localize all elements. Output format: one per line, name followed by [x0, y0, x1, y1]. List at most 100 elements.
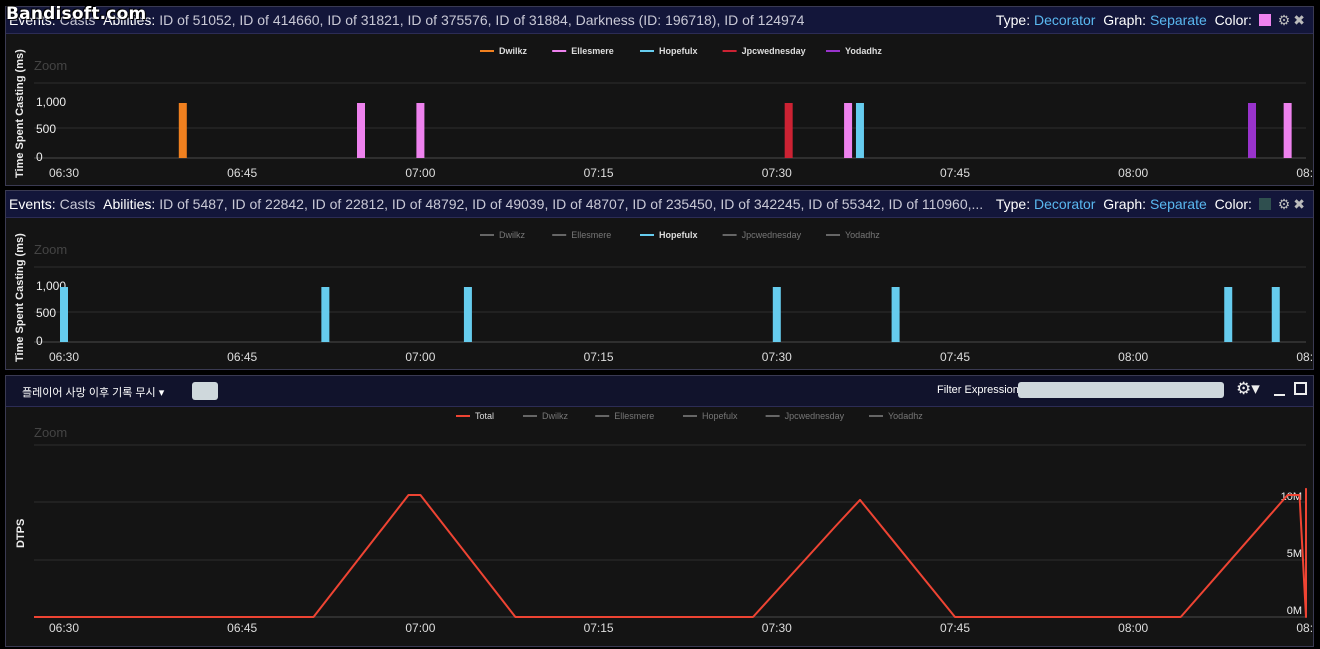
x-tick-label: 07:45 — [940, 350, 970, 364]
y-tick-label: 5M — [1287, 548, 1302, 560]
gear-icon[interactable]: ⚙ — [1277, 196, 1291, 212]
dropdown-label: 플레이어 사망 이후 기록 무시 — [22, 387, 156, 399]
panel-header: Events: Casts Abilities: ID of 51052, ID… — [6, 7, 1313, 34]
graph-key: Graph: — [1103, 196, 1147, 212]
bar — [178, 103, 187, 158]
color-key: Color: — [1214, 196, 1252, 212]
abilities-key: Abilities: — [103, 12, 156, 28]
bar — [772, 287, 781, 342]
bar — [1224, 287, 1233, 342]
dtps-toolbar: 플레이어 사망 이후 기록 무시 ▾ Filter Expression: ⚙▾ — [6, 376, 1313, 407]
legend-label: Yodadhz — [845, 230, 880, 240]
events-key: Events: — [9, 12, 56, 28]
zoom-label: Zoom — [34, 425, 67, 440]
x-tick-label: 07:30 — [762, 350, 792, 364]
watermark: Bandisoft.com — [6, 4, 147, 24]
y-tick-label: 500 — [36, 122, 56, 136]
series-line-total — [34, 487, 1307, 618]
close-icon[interactable]: ✖ — [1293, 196, 1305, 212]
x-tick-label: 07:15 — [584, 621, 614, 635]
bar — [357, 103, 365, 158]
legend-label: Yodadhz — [845, 46, 882, 56]
chart-dtps: Total Dwilkz Ellesmere Hopefulx Jpcwednesday… — [15, 411, 1313, 635]
bar — [463, 287, 472, 342]
gear-icon[interactable]: ⚙▾ — [1236, 379, 1260, 398]
type-value-link[interactable]: Decorator — [1034, 196, 1096, 212]
bar — [891, 287, 900, 342]
x-tick-label: 06:30 — [49, 621, 79, 635]
bar — [416, 103, 425, 158]
events-key: Events: — [9, 196, 56, 212]
y-tick-label: 0 — [36, 150, 43, 164]
legend-label: Ellesmere — [571, 230, 611, 240]
x-tick-label: 08:15 — [1296, 350, 1313, 364]
x-tick-label: 07:00 — [405, 350, 435, 364]
abilities-value[interactable]: ID of 5487, ID of 22842, ID of 22812, ID… — [159, 196, 984, 212]
y-axis-title: Time Spent Casting (ms) — [14, 233, 26, 362]
x-tick-label: 07:00 — [405, 166, 435, 180]
events-value[interactable]: Casts — [59, 12, 96, 28]
graph-key: Graph: — [1103, 12, 1147, 28]
legend-label: Jpcwednesday — [742, 46, 806, 56]
filter-expression-label: Filter Expression: — [937, 384, 1022, 396]
x-tick-label: 06:30 — [49, 350, 79, 364]
legend-label: Hopefulx — [659, 46, 698, 56]
legend-label: Jpcwednesday — [742, 230, 802, 240]
y-tick-label: 1,000 — [36, 279, 66, 293]
x-tick-label: 08:15 — [1296, 621, 1313, 635]
legend-label: Jpcwednesday — [785, 411, 845, 421]
color-swatch[interactable] — [1258, 198, 1271, 210]
panel-header: Events: Casts Abilities: ID of 5487, ID … — [6, 191, 1313, 218]
type-value-link[interactable]: Decorator — [1034, 12, 1096, 28]
legend-label: Hopefulx — [659, 230, 698, 240]
x-tick-label: 07:45 — [940, 166, 970, 180]
zoom-label: Zoom — [34, 242, 67, 257]
chart-casts-2: Dwilkz Ellesmere Hopefulx Jpcwednesday Yodad… — [14, 230, 1313, 364]
type-key: Type: — [995, 196, 1031, 212]
bar — [844, 103, 853, 158]
casts-panel-1: Events: Casts Abilities: ID of 51052, ID… — [5, 6, 1314, 186]
close-icon[interactable]: ✖ — [1293, 12, 1305, 28]
graph-value-link[interactable]: Separate — [1149, 12, 1207, 28]
bar — [60, 287, 68, 342]
y-tick-label: 0M — [1287, 605, 1302, 617]
death-filter-dropdown[interactable]: 플레이어 사망 이후 기록 무시 ▾ — [22, 384, 164, 400]
x-tick-label: 08:00 — [1118, 350, 1148, 364]
chart-casts-1: Dwilkz Ellesmere Hopefulx Jpcwednesday Yodad… — [14, 46, 1313, 180]
graph-value-link[interactable]: Separate — [1149, 196, 1207, 212]
y-tick-label: 0 — [36, 334, 43, 348]
legend-label: Dwilkz — [499, 230, 525, 240]
legend-label: Ellesmere — [571, 46, 614, 56]
legend-label: Total — [475, 411, 494, 421]
maximize-icon[interactable] — [1294, 382, 1307, 395]
filter-expression-input[interactable] — [1018, 382, 1224, 398]
x-tick-label: 08:00 — [1118, 166, 1148, 180]
gear-icon[interactable]: ⚙ — [1277, 12, 1291, 28]
legend-label: Hopefulx — [702, 411, 738, 421]
events-value[interactable]: Casts — [59, 196, 96, 212]
x-tick-label: 07:15 — [584, 166, 614, 180]
y-axis-title: Time Spent Casting (ms) — [14, 49, 26, 178]
type-key: Type: — [995, 12, 1031, 28]
bar — [1283, 103, 1292, 158]
y-tick-label: 500 — [36, 306, 56, 320]
color-swatch[interactable] — [1258, 14, 1271, 26]
minimize-icon[interactable] — [1274, 394, 1285, 396]
legend-label: Dwilkz — [499, 46, 528, 56]
x-tick-label: 08:00 — [1118, 621, 1148, 635]
caret-down-icon: ▾ — [158, 387, 165, 399]
toggle-pill[interactable] — [192, 382, 218, 400]
legend-label: Ellesmere — [614, 411, 654, 421]
legend-label: Dwilkz — [542, 411, 568, 421]
x-tick-label: 07:30 — [762, 621, 792, 635]
x-tick-label: 08:15 — [1296, 166, 1313, 180]
x-tick-label: 07:45 — [940, 621, 970, 635]
abilities-key: Abilities: — [103, 196, 156, 212]
bar — [321, 287, 330, 342]
x-tick-label: 06:45 — [227, 350, 257, 364]
x-tick-label: 06:45 — [227, 166, 257, 180]
dtps-panel: 플레이어 사망 이후 기록 무시 ▾ Filter Expression: ⚙▾… — [5, 375, 1314, 647]
abilities-value[interactable]: ID of 51052, ID of 414660, ID of 31821, … — [159, 12, 805, 28]
bar — [784, 103, 793, 158]
x-tick-label: 07:30 — [762, 166, 792, 180]
